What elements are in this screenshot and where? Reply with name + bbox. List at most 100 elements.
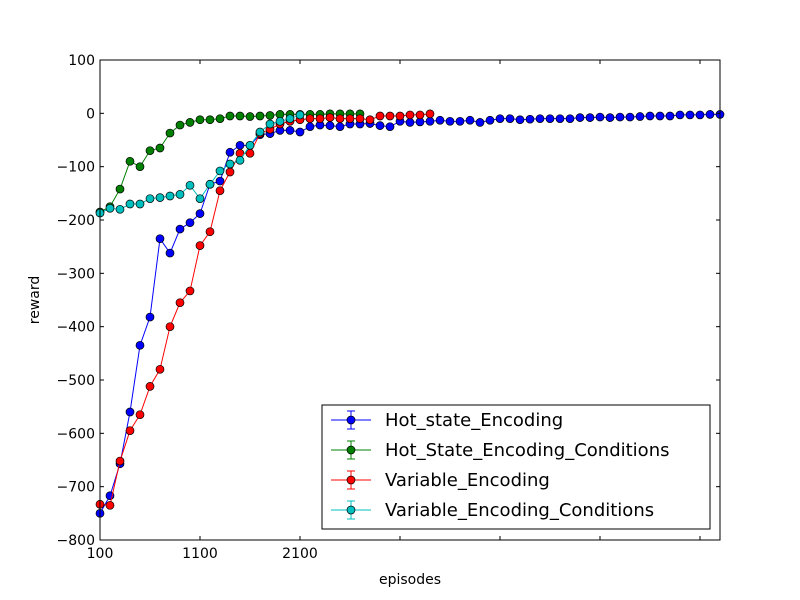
data-point — [245, 148, 255, 158]
ticks-layer: 100 1100 2100 −800 −700 −600 −500 −400 −300 −200 −… — [57, 53, 720, 562]
data-point — [555, 114, 565, 124]
legend-entry: Hot_State_Encoding_Conditions — [331, 440, 669, 461]
data-point — [305, 122, 315, 132]
data-point — [605, 113, 615, 122]
y-tick-label: −600 — [57, 426, 95, 442]
y-axis-label: reward — [27, 276, 43, 325]
data-point — [495, 114, 505, 124]
data-point — [515, 115, 525, 125]
data-point — [195, 194, 205, 204]
data-point — [185, 180, 195, 190]
data-point — [175, 298, 185, 308]
data-point — [195, 115, 205, 125]
data-point — [215, 176, 225, 186]
data-point — [595, 112, 605, 122]
data-point — [215, 114, 225, 124]
legend-marker — [346, 415, 356, 425]
y-tick-label: 0 — [86, 106, 95, 122]
data-point — [125, 407, 135, 417]
data-point — [155, 364, 165, 374]
data-point — [115, 456, 125, 466]
legend-marker — [346, 445, 356, 455]
data-point — [275, 116, 285, 126]
data-point — [235, 111, 245, 121]
data-point — [165, 128, 175, 138]
x-tick-label: 100 — [87, 546, 114, 562]
data-point — [335, 114, 345, 124]
data-point — [355, 114, 365, 124]
data-point — [685, 110, 695, 120]
data-point — [265, 111, 275, 120]
data-point — [225, 111, 235, 121]
data-point — [215, 166, 225, 176]
data-point — [195, 209, 205, 218]
data-point — [315, 114, 325, 124]
data-point — [255, 127, 265, 137]
data-point — [285, 114, 295, 124]
data-point — [325, 113, 335, 122]
data-point — [565, 114, 575, 124]
series-layer — [95, 109, 725, 518]
legend-entry: Hot_state_Encoding — [331, 410, 563, 431]
y-tick-label: −700 — [57, 480, 95, 496]
data-point — [175, 224, 185, 234]
data-point — [255, 111, 265, 121]
series-line — [99, 113, 431, 506]
data-point — [225, 147, 235, 157]
data-point — [585, 113, 595, 122]
data-point — [205, 227, 215, 237]
data-point — [235, 140, 245, 150]
data-point — [245, 140, 255, 150]
data-point — [245, 112, 255, 121]
y-tick-label: −400 — [57, 320, 95, 336]
data-point — [175, 120, 185, 130]
data-point — [145, 312, 155, 322]
data-point — [505, 114, 515, 124]
data-point — [615, 112, 625, 122]
data-point — [215, 186, 225, 196]
data-point — [475, 118, 485, 127]
data-point — [375, 121, 385, 130]
data-point — [545, 114, 555, 124]
data-point — [135, 410, 145, 420]
data-point — [145, 146, 155, 156]
data-point — [365, 115, 375, 125]
y-tick-label: −200 — [57, 213, 95, 229]
data-point — [695, 110, 705, 120]
data-point — [465, 115, 475, 125]
data-point — [205, 115, 215, 125]
data-point — [155, 143, 165, 153]
data-point — [165, 322, 175, 332]
legend-entry: Variable_Encoding — [331, 470, 550, 491]
data-point — [125, 199, 135, 209]
data-point — [385, 111, 395, 121]
data-point — [335, 122, 345, 132]
x-tick-label: 2100 — [282, 546, 318, 562]
data-point — [175, 190, 185, 199]
x-axis-label: episodes — [379, 572, 441, 588]
data-point — [405, 118, 415, 127]
data-point — [415, 110, 425, 120]
data-point — [435, 115, 445, 125]
data-point — [155, 234, 165, 244]
data-point — [345, 114, 355, 124]
data-point — [375, 111, 385, 121]
data-point — [705, 110, 715, 119]
data-point — [125, 156, 135, 166]
legend-label: Hot_state_Encoding — [385, 410, 563, 431]
data-point — [125, 426, 135, 436]
data-point — [185, 218, 195, 228]
data-point — [185, 118, 195, 127]
data-point — [205, 179, 215, 189]
data-point — [425, 109, 435, 119]
plot-frame — [99, 59, 721, 541]
y-tick-label: 100 — [68, 53, 95, 69]
y-tick-label: −100 — [57, 160, 95, 176]
data-point — [285, 126, 295, 135]
data-point — [115, 184, 125, 194]
data-point — [295, 127, 305, 137]
data-point — [405, 110, 415, 120]
data-point — [185, 286, 195, 296]
data-point — [305, 114, 315, 124]
data-point — [425, 116, 435, 126]
